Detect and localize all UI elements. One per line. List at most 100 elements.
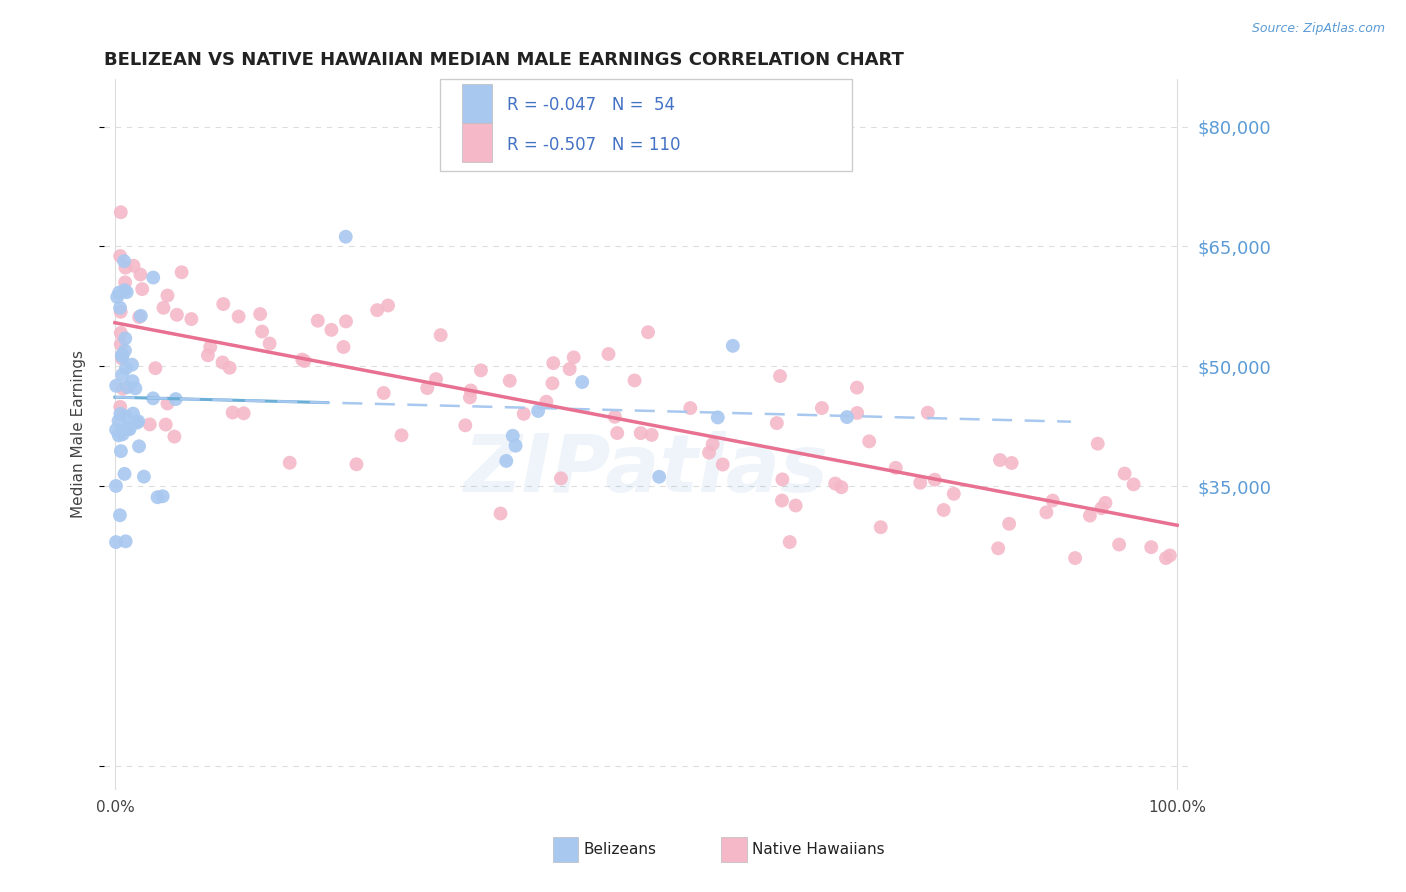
- Point: [562, 351, 585, 365]
- Point: [416, 381, 439, 395]
- Point: [212, 297, 235, 311]
- Point: [824, 476, 846, 491]
- Point: [115, 409, 138, 424]
- Point: [117, 421, 139, 435]
- Point: [110, 337, 132, 351]
- Point: [391, 428, 413, 442]
- Point: [110, 326, 132, 340]
- Point: [114, 343, 136, 358]
- Point: [470, 363, 492, 377]
- Point: [107, 428, 129, 442]
- Point: [697, 445, 720, 459]
- FancyBboxPatch shape: [440, 78, 852, 171]
- Text: Native Hawaiians: Native Hawaiians: [752, 842, 884, 856]
- Point: [1035, 505, 1057, 519]
- Point: [142, 270, 165, 285]
- Point: [495, 454, 517, 468]
- Point: [114, 534, 136, 549]
- Point: [835, 410, 858, 425]
- Point: [110, 444, 132, 458]
- Point: [165, 392, 187, 406]
- Point: [373, 386, 395, 401]
- Point: [121, 358, 143, 372]
- Point: [869, 520, 891, 534]
- Point: [128, 310, 150, 324]
- Point: [110, 249, 132, 263]
- Point: [232, 406, 254, 420]
- Point: [110, 400, 132, 414]
- Point: [321, 323, 343, 337]
- Point: [108, 508, 131, 523]
- Point: [110, 407, 132, 421]
- Point: [114, 276, 136, 290]
- Point: [702, 437, 724, 451]
- Point: [197, 348, 219, 362]
- Point: [110, 305, 132, 319]
- Text: Belizeans: Belizeans: [583, 842, 657, 856]
- Point: [115, 380, 138, 394]
- Point: [924, 473, 946, 487]
- Point: [163, 429, 186, 443]
- Point: [1042, 493, 1064, 508]
- Point: [1078, 508, 1101, 523]
- Point: [307, 314, 329, 328]
- Point: [1001, 456, 1024, 470]
- Point: [145, 361, 167, 376]
- Point: [332, 340, 354, 354]
- Point: [139, 417, 162, 432]
- Point: [1140, 540, 1163, 554]
- Point: [1090, 501, 1112, 516]
- Point: [1159, 549, 1181, 563]
- Point: [606, 425, 628, 440]
- Point: [637, 325, 659, 339]
- Point: [770, 493, 793, 508]
- Point: [115, 285, 138, 300]
- Point: [104, 479, 127, 493]
- Point: [292, 354, 315, 368]
- Point: [146, 490, 169, 504]
- Point: [769, 369, 792, 384]
- Point: [105, 378, 128, 392]
- Point: [846, 381, 869, 395]
- Point: [108, 285, 131, 300]
- Point: [278, 456, 301, 470]
- Point: [917, 406, 939, 420]
- Point: [630, 426, 652, 441]
- Point: [221, 405, 243, 419]
- Point: [291, 352, 314, 367]
- Point: [640, 428, 662, 442]
- Point: [107, 414, 129, 428]
- Point: [166, 308, 188, 322]
- Point: [858, 434, 880, 449]
- Point: [429, 328, 451, 343]
- Point: [988, 453, 1011, 467]
- Text: BELIZEAN VS NATIVE HAWAIIAN MEDIAN MALE EARNINGS CORRELATION CHART: BELIZEAN VS NATIVE HAWAIIAN MEDIAN MALE …: [104, 51, 904, 69]
- Point: [550, 471, 572, 485]
- Point: [249, 307, 271, 321]
- Point: [121, 374, 143, 388]
- Point: [180, 312, 202, 326]
- Point: [122, 259, 145, 273]
- Point: [1108, 537, 1130, 551]
- Point: [1154, 551, 1177, 566]
- Point: [105, 535, 128, 549]
- Point: [721, 339, 744, 353]
- Point: [114, 283, 136, 297]
- Point: [250, 325, 273, 339]
- Point: [114, 260, 136, 275]
- Point: [117, 422, 139, 436]
- Point: [377, 298, 399, 312]
- Point: [932, 503, 955, 517]
- Point: [541, 376, 564, 391]
- Point: [505, 439, 527, 453]
- Point: [499, 374, 522, 388]
- Point: [152, 301, 174, 315]
- Point: [623, 374, 645, 388]
- FancyBboxPatch shape: [461, 123, 492, 162]
- Point: [785, 499, 807, 513]
- Point: [131, 282, 153, 296]
- Point: [425, 372, 447, 386]
- Point: [648, 470, 671, 484]
- Point: [346, 457, 368, 471]
- Point: [129, 309, 152, 323]
